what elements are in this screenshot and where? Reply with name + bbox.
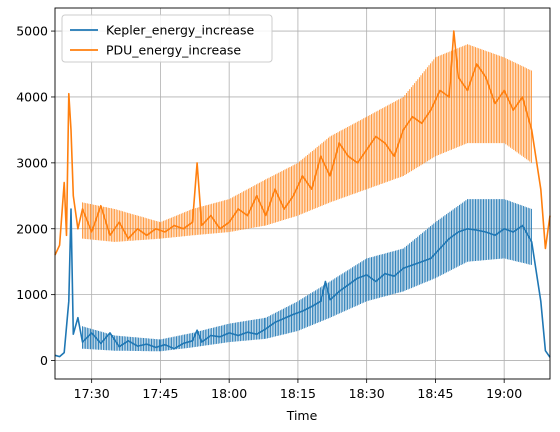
legend-box	[61, 14, 273, 63]
y-tick-label: 4000	[16, 89, 48, 104]
x-tick-label: 18:15	[280, 386, 316, 401]
x-ticks: 17:30 17:45 18:00 18:15 18:30 18:45 19:00	[74, 379, 522, 401]
y-tick-label: 3000	[16, 155, 48, 170]
legend-label-pdu: PDU_energy_increase	[106, 43, 241, 58]
x-tick-label: 19:00	[486, 386, 522, 401]
y-ticks: 0 1000 2000 3000 4000 5000	[16, 24, 55, 368]
y-tick-label: 2000	[16, 221, 48, 236]
x-tick-label: 18:00	[211, 386, 247, 401]
x-tick-label: 18:30	[349, 386, 385, 401]
x-tick-label: 17:45	[142, 386, 178, 401]
y-tick-label: 0	[40, 353, 48, 368]
legend-label-kepler: Kepler_energy_increase	[106, 23, 255, 38]
plot-frame	[54, 7, 551, 380]
series-line-pdu	[54, 30, 551, 256]
x-axis-label: Time	[286, 408, 318, 423]
x-tick-label: 17:30	[74, 386, 110, 401]
x-tick-label: 18:45	[417, 386, 453, 401]
y-tick-label: 5000	[16, 24, 48, 39]
legend: Kepler_energy_increase PDU_energy_increa…	[61, 14, 273, 63]
series-lines	[54, 30, 551, 358]
series-line-kepler	[54, 208, 551, 358]
y-tick-label: 1000	[16, 287, 48, 302]
